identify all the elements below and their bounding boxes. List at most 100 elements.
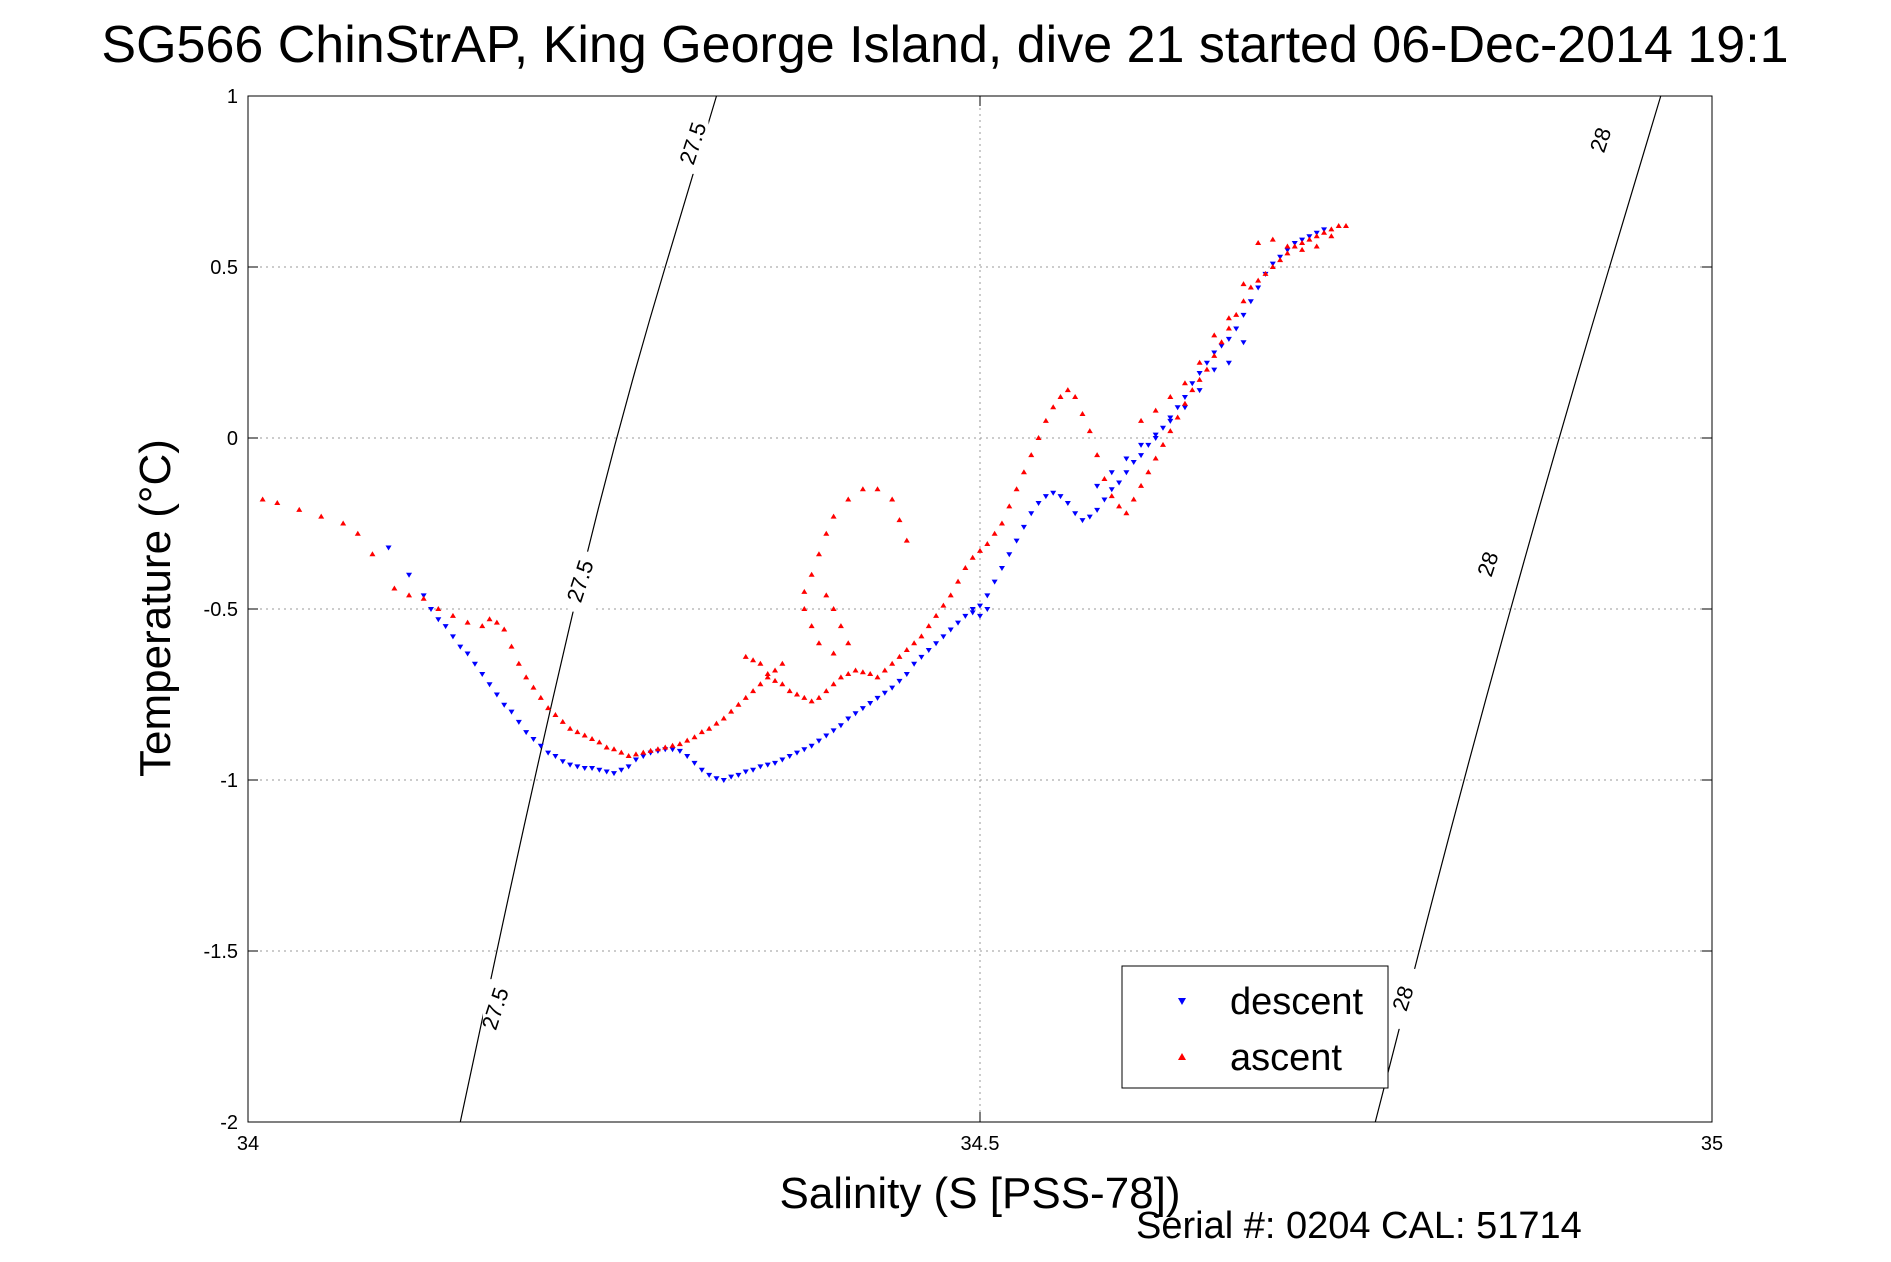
descent-point — [1167, 418, 1174, 424]
ascent-point — [742, 653, 749, 659]
descent-point — [1203, 360, 1210, 366]
descent-point — [1255, 285, 1262, 291]
ascent-point — [552, 712, 559, 718]
plot-grid — [247, 95, 1713, 1123]
ascent-point — [632, 751, 639, 757]
descent-point — [874, 695, 881, 701]
ascent-point — [523, 674, 530, 680]
descent-point — [772, 760, 779, 766]
descent-point — [632, 757, 639, 763]
ascent-point — [559, 718, 566, 724]
ascent-point — [1328, 233, 1335, 239]
ascent-point — [603, 744, 610, 750]
ascent-point — [654, 746, 661, 752]
ascent-point — [1211, 352, 1218, 358]
ascent-point — [998, 520, 1005, 526]
descent-point — [559, 759, 566, 765]
ascent-point — [845, 496, 852, 502]
descent-point — [1116, 480, 1123, 486]
descent-point — [1167, 415, 1174, 421]
y-tick-label: 0.5 — [210, 257, 238, 279]
ascent-point — [435, 606, 442, 611]
descent-point — [837, 723, 844, 729]
legend-ascent-marker — [1178, 1053, 1186, 1060]
ascent-point — [925, 623, 932, 629]
ascent-point — [259, 496, 266, 502]
ascent-point — [874, 486, 881, 492]
descent-point — [1138, 453, 1145, 459]
descent-point — [1050, 490, 1057, 496]
ascent-point — [991, 530, 998, 536]
ascent-point — [530, 684, 537, 690]
descent-point — [1218, 343, 1225, 349]
descent-point — [464, 651, 471, 657]
ascent-point — [977, 547, 983, 553]
ascent-point — [750, 688, 757, 694]
ascent-point — [1167, 393, 1174, 399]
ascent-point — [618, 749, 625, 755]
descent-point — [684, 754, 691, 760]
descent-point — [428, 607, 434, 612]
descent-point — [1042, 494, 1049, 500]
ascent-point — [837, 674, 844, 680]
ascent-point — [1020, 469, 1027, 475]
descent-point — [1094, 483, 1101, 489]
descent-point — [385, 545, 392, 551]
descent-point — [1108, 487, 1115, 493]
descent-point — [406, 572, 413, 578]
ascent-point — [318, 513, 325, 519]
ascent-point — [911, 640, 918, 646]
ascent-point — [867, 670, 874, 676]
ascent-point — [772, 677, 779, 683]
ascent-point — [1138, 482, 1145, 488]
ascent-point — [1152, 455, 1159, 461]
descent-point — [442, 624, 449, 630]
descent-point — [435, 617, 442, 623]
descent-point — [794, 750, 800, 756]
ascent-point — [786, 688, 793, 694]
ascent-point — [669, 742, 676, 748]
descent-point — [1094, 507, 1101, 513]
ascent-point — [1108, 493, 1115, 499]
descent-point — [545, 750, 552, 756]
ascent-point — [1240, 298, 1247, 304]
descent-point — [991, 579, 998, 585]
ascent-point — [823, 592, 830, 598]
ascent-point — [1152, 407, 1159, 413]
ascent-point — [486, 616, 493, 622]
descent-point — [896, 678, 903, 684]
descent-point — [859, 706, 866, 712]
descent-point — [611, 771, 617, 777]
ascent-point — [1196, 359, 1203, 365]
contour-label-bg — [567, 551, 596, 612]
ascent-point — [508, 643, 515, 649]
ascent-point — [1181, 380, 1188, 386]
contour-label-bg — [482, 979, 511, 1040]
descent-point — [567, 762, 574, 768]
ascent-point — [823, 530, 830, 536]
descent-point — [1028, 511, 1035, 517]
descent-point — [603, 769, 610, 775]
descent-point — [449, 634, 456, 640]
descent-point — [479, 671, 486, 677]
descent-point — [1035, 500, 1042, 506]
ascent-point — [772, 667, 779, 673]
descent-point — [728, 774, 735, 780]
descent-point — [889, 685, 896, 691]
ascent-point — [706, 725, 713, 731]
ascent-point — [801, 588, 808, 594]
ascent-point — [808, 623, 815, 629]
ascent-point — [830, 513, 837, 519]
descent-point — [808, 743, 815, 749]
ascent-point — [684, 737, 691, 743]
ascent-point — [1306, 236, 1313, 242]
ascent-point — [1211, 332, 1218, 338]
ascent-point — [545, 705, 552, 711]
descent-point — [786, 754, 793, 760]
ascent-point — [1299, 240, 1306, 246]
descent-point — [933, 641, 940, 647]
descent-point — [852, 711, 859, 717]
descent-point — [1211, 367, 1218, 373]
descent-point — [1152, 436, 1159, 441]
ascent-point — [903, 537, 910, 543]
